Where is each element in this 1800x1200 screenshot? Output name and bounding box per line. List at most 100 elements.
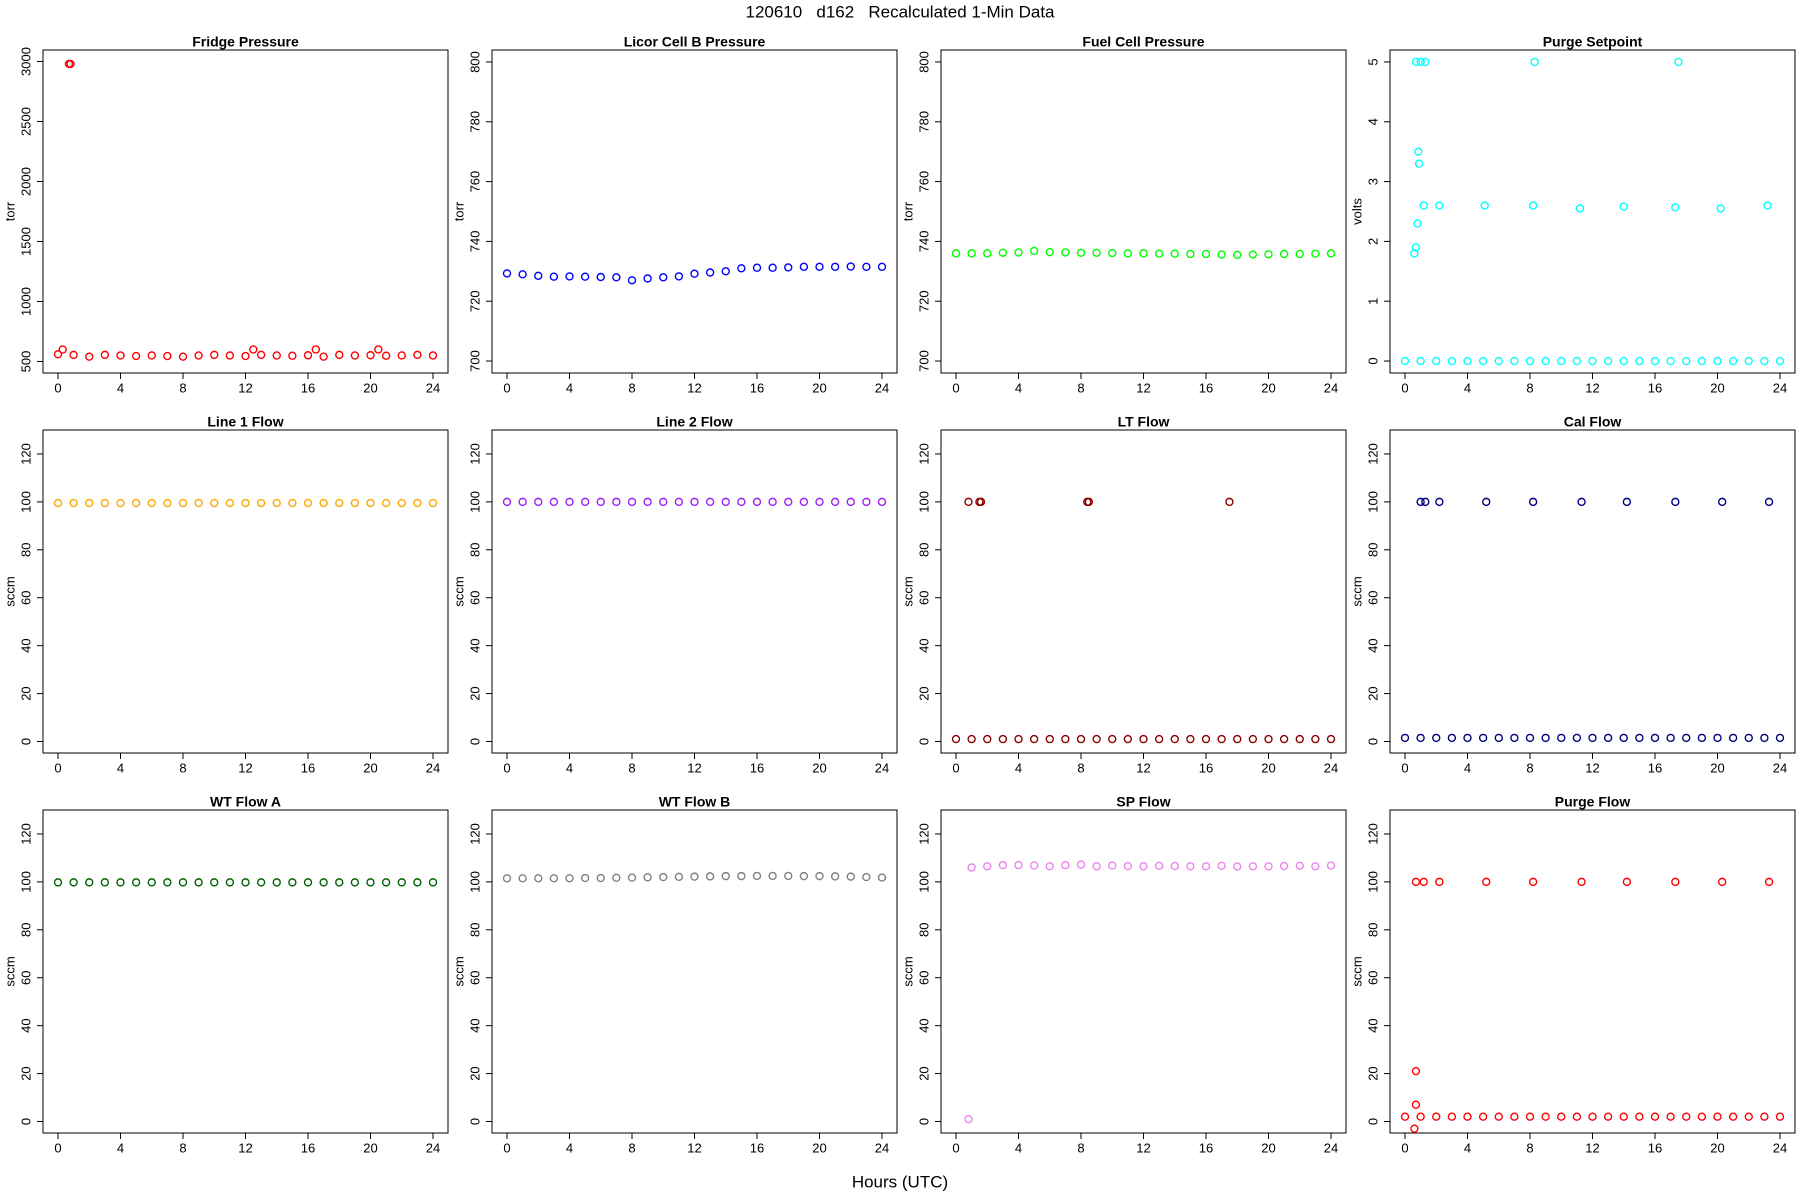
data-point: [100, 350, 110, 360]
data-point: [413, 350, 422, 360]
data-point: [100, 878, 110, 887]
data-point: [1014, 860, 1023, 870]
x-tick-label: 8: [1077, 1140, 1084, 1155]
data-point: [1666, 733, 1675, 743]
data-point: [721, 497, 730, 507]
plot-frame: [940, 429, 1347, 754]
data-point: [1186, 862, 1195, 871]
data-point: [1671, 877, 1680, 887]
y-tick-label: 500: [18, 351, 33, 373]
data-point: [1435, 877, 1444, 887]
data-point: [1248, 734, 1258, 744]
data-point: [1697, 733, 1707, 743]
x-tick-label: 16: [750, 760, 764, 775]
data-point: [1528, 201, 1538, 210]
data-point: [350, 878, 360, 887]
x-tick-label: 8: [1526, 1140, 1533, 1155]
data-point: [1494, 733, 1503, 743]
y-tick-label: 60: [18, 590, 33, 604]
x-tick-label: 20: [363, 1140, 377, 1155]
data-point: [1170, 734, 1179, 744]
x-tick-label: 4: [117, 380, 124, 395]
x-tick-label: 4: [1464, 760, 1471, 775]
data-point: [288, 498, 297, 508]
x-tick-label: 4: [566, 1140, 573, 1155]
data-point: [612, 873, 621, 883]
data-point: [397, 878, 406, 887]
data-point: [580, 873, 590, 883]
x-tick-label: 8: [1526, 380, 1533, 395]
y-tick-label: 100: [1365, 491, 1380, 513]
data-point: [366, 351, 375, 360]
y-tick-label: 100: [467, 491, 482, 513]
data-point: [147, 351, 156, 360]
data-point: [846, 497, 855, 507]
data-point: [784, 263, 793, 272]
data-point: [1233, 250, 1242, 260]
data-point: [1416, 57, 1425, 67]
data-point: [1577, 877, 1586, 887]
x-tick-label: 12: [1136, 380, 1150, 395]
data-point: [1482, 877, 1491, 887]
data-point: [1635, 356, 1644, 366]
data-point: [877, 497, 887, 507]
data-point: [1435, 201, 1444, 210]
y-tick-label: 120: [1365, 823, 1380, 845]
data-point: [1525, 733, 1535, 743]
y-tick-label: 760: [467, 171, 482, 193]
data-point: [830, 872, 840, 881]
data-point: [66, 59, 75, 69]
data-point: [518, 874, 527, 883]
panel-title: Purge Flow: [1555, 794, 1631, 810]
y-tick-label: 1500: [18, 227, 33, 256]
x-tick-label: 16: [301, 380, 315, 395]
x-tick-label: 0: [503, 760, 510, 775]
data-point: [1510, 356, 1519, 366]
y-axis-label: sccm: [900, 956, 915, 986]
x-tick-label: 16: [1199, 1140, 1213, 1155]
x-tick-label: 20: [812, 1140, 826, 1155]
data-point: [862, 497, 871, 507]
data-point: [1447, 733, 1457, 743]
data-point: [768, 871, 777, 881]
data-point: [1572, 356, 1582, 366]
data-point: [413, 878, 422, 887]
y-axis-label: sccm: [900, 576, 915, 606]
panel-title: Purge Setpoint: [1543, 34, 1643, 50]
x-tick-label: 16: [750, 1140, 764, 1155]
data-point: [1463, 356, 1472, 366]
data-point: [721, 267, 730, 276]
y-tick-label: 120: [916, 823, 931, 845]
y-tick-label: 5: [1365, 58, 1380, 65]
data-point: [1622, 877, 1632, 887]
data-point: [799, 262, 809, 272]
y-tick-label: 20: [916, 1066, 931, 1080]
data-point: [1588, 356, 1597, 366]
data-point: [1421, 497, 1430, 507]
x-tick-label: 20: [1710, 760, 1724, 775]
data-point: [674, 497, 684, 507]
data-point: [1225, 497, 1234, 507]
data-point: [1295, 249, 1304, 259]
data-point: [1744, 1112, 1753, 1121]
data-point: [721, 871, 730, 881]
data-point: [69, 878, 78, 887]
data-point: [659, 872, 668, 882]
data-point: [768, 497, 777, 507]
x-tick-label: 8: [1077, 760, 1084, 775]
y-tick-label: 80: [916, 543, 931, 557]
x-tick-label: 24: [1773, 760, 1787, 775]
data-point: [116, 878, 125, 887]
y-tick-label: 20: [1365, 686, 1380, 700]
x-tick-label: 24: [1324, 380, 1338, 395]
x-tick-label: 20: [812, 380, 826, 395]
x-tick-label: 24: [426, 380, 440, 395]
data-point: [1419, 877, 1428, 887]
data-point: [565, 497, 574, 507]
y-tick-label: 3: [1365, 178, 1380, 185]
y-axis-label: sccm: [451, 576, 466, 606]
data-point: [705, 497, 715, 507]
data-point: [627, 873, 637, 882]
data-point: [428, 498, 438, 508]
y-tick-label: 2500: [18, 107, 33, 136]
